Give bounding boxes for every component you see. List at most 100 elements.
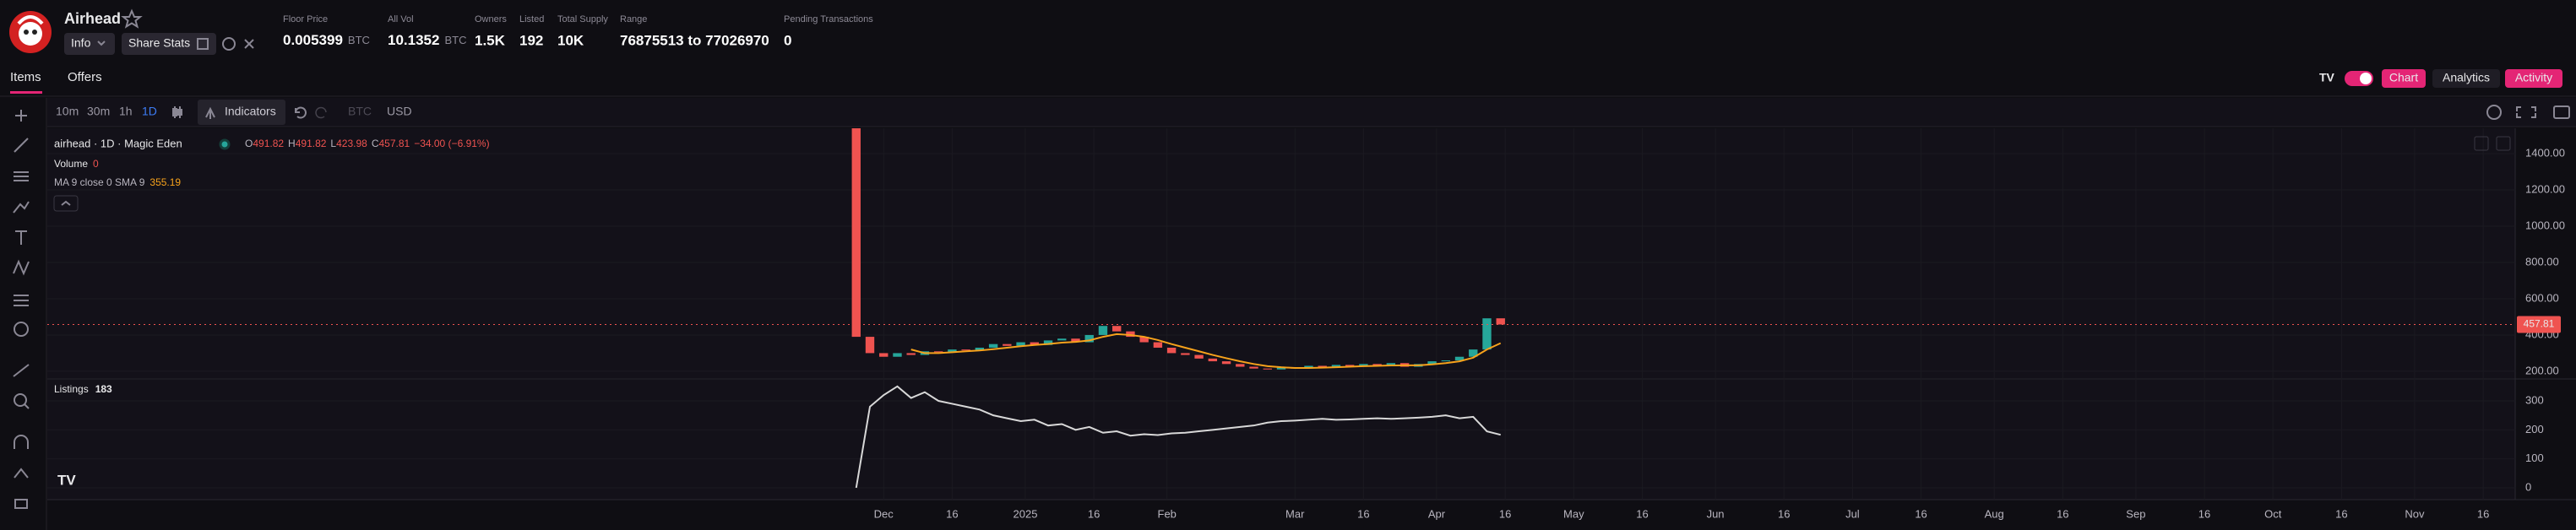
candle [988, 343, 998, 348]
listings-value: 183 [95, 383, 112, 395]
share-button[interactable] [122, 33, 216, 55]
stat: Pending Transactions 0 [784, 14, 873, 49]
grid [47, 128, 2515, 500]
candle [1318, 365, 1327, 368]
ohlc-value: 423.98 [336, 138, 367, 149]
stat-label: Total Supply [557, 14, 608, 24]
candle [1071, 338, 1080, 343]
candle [1043, 340, 1053, 345]
stat: Range 76875513 to 77026970 [620, 14, 769, 49]
candle [1454, 356, 1465, 361]
currency[interactable]: USD [387, 105, 412, 118]
x-tick-label: 16 [1357, 507, 1369, 520]
x-tick-label: 16 [2198, 507, 2210, 520]
y-tick-label: 300 [2525, 393, 2544, 406]
x-tick-label: Nov [2405, 507, 2425, 520]
x-tick-label: 16 [1915, 507, 1927, 520]
x-tick-label: 16 [2057, 507, 2068, 520]
candle-type-icon[interactable] [172, 106, 182, 118]
candle [865, 337, 875, 354]
analytics-button[interactable] [2432, 69, 2500, 88]
x-tick-label: 16 [946, 507, 958, 520]
candle [851, 128, 861, 338]
listings-line [855, 385, 1501, 489]
collapse-button[interactable] [53, 195, 79, 212]
x-tick-label: Jun [1707, 507, 1725, 520]
globe-icon[interactable] [222, 37, 236, 51]
tab-underline [10, 91, 42, 94]
stat-value: 76875513 to 77026970 [620, 32, 769, 48]
settings-icon[interactable] [2486, 105, 2502, 120]
candle [906, 353, 916, 355]
stat: Owners 1.5K [475, 14, 507, 49]
fullscreen-icon[interactable] [2516, 106, 2536, 118]
ma-value: 355.19 [149, 176, 181, 188]
stat-value: 0.005399 [283, 32, 343, 48]
interval-active[interactable]: 1D [142, 105, 157, 118]
indicators-button[interactable] [198, 100, 285, 125]
interval[interactable]: 10m [56, 105, 79, 118]
tradingview-logo: TV [57, 472, 76, 488]
candle [1331, 365, 1341, 368]
redo-icon[interactable] [315, 106, 327, 119]
ohlc-legend: O491.82 H491.82 L423.98 C457.81 −34.00 (−6.9… [245, 138, 490, 149]
undo-icon[interactable] [295, 106, 307, 119]
candle [1263, 368, 1272, 370]
candle [1016, 342, 1025, 346]
listings-pane [47, 380, 2515, 500]
tab[interactable]: Offers [68, 70, 102, 84]
stat-value: 10K [557, 32, 584, 48]
interval[interactable]: 1h [119, 105, 133, 118]
candle [1345, 365, 1355, 367]
stat: Total Supply 10K [557, 14, 608, 49]
drawing-toolbar [0, 98, 46, 530]
collection-logo [9, 11, 52, 53]
candle [893, 353, 902, 357]
activity-button[interactable] [2505, 69, 2562, 88]
candle [1166, 347, 1177, 354]
x-tick-label: Sep [2126, 507, 2145, 520]
currency[interactable]: BTC [348, 105, 372, 118]
favorite-star[interactable] [121, 8, 143, 29]
chart-title: airhead · 1D · Magic Eden [54, 137, 182, 149]
x-icon[interactable] [244, 39, 254, 49]
x-tick-label: Oct [2264, 507, 2282, 520]
stat: Floor Price 0.005399 BTC [283, 14, 370, 49]
stat-value: 192 [519, 32, 543, 48]
stat-label: Pending Transactions [784, 14, 873, 24]
chart-button[interactable] [2382, 69, 2426, 88]
screenshot-icon[interactable] [2553, 105, 2570, 119]
ma-label: MA 9 close 0 SMA 9 [54, 176, 145, 188]
y-tick-label: 1200.00 [2525, 182, 2565, 195]
info-button[interactable] [64, 33, 115, 55]
indicators-icon [205, 106, 215, 119]
candle [1236, 364, 1245, 367]
stat-value: 1.5K [475, 32, 506, 48]
candle [1496, 318, 1505, 325]
candle [975, 347, 985, 351]
pane-button[interactable] [2474, 136, 2489, 151]
x-tick-label: Mar [1285, 507, 1305, 520]
chart-toolbar [47, 98, 2576, 127]
interval[interactable]: 30m [87, 105, 110, 118]
share-label: Share Stats [128, 36, 190, 50]
toggle-knob [2360, 73, 2372, 84]
tab[interactable]: Items [10, 70, 41, 84]
drawing-tools[interactable] [13, 110, 30, 509]
last-price-badge [2517, 316, 2561, 333]
chevron [97, 41, 106, 46]
indicators-label: Indicators [225, 105, 276, 118]
x-tick-label: Dec [874, 507, 894, 520]
candle [1084, 334, 1094, 343]
candle [1194, 354, 1204, 359]
pane-button[interactable] [2496, 136, 2511, 151]
stat-label: All Vol [388, 14, 414, 24]
volume-value: 0 [93, 158, 99, 170]
